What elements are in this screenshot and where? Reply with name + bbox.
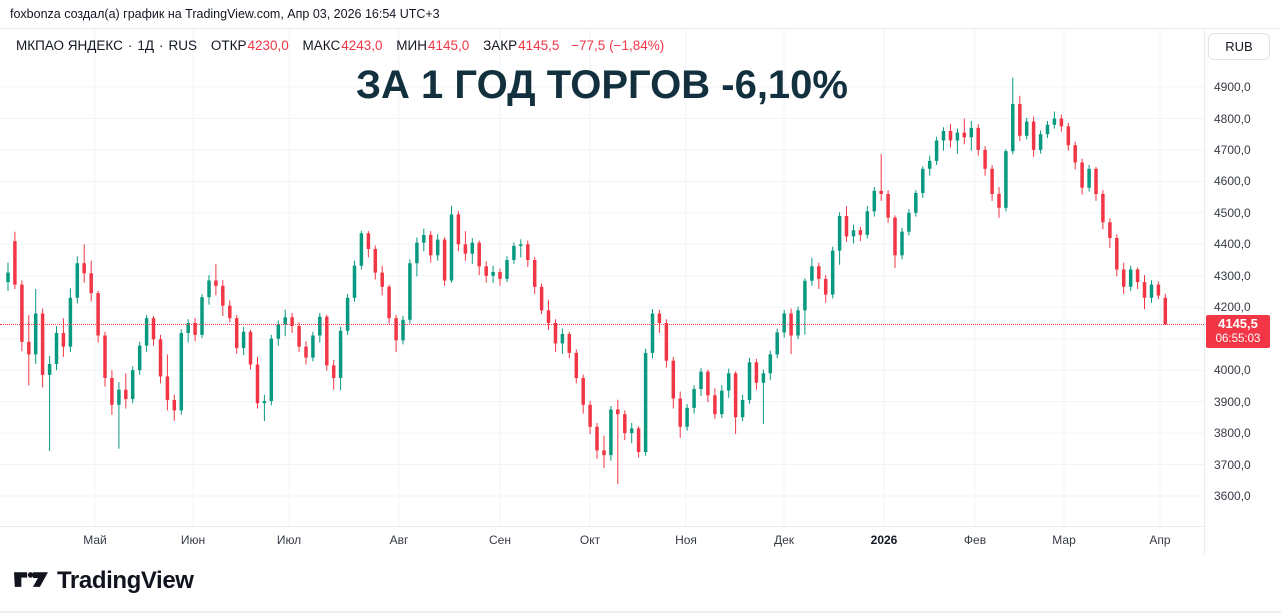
legend-low-value: 4145,0	[428, 38, 470, 53]
time-axis-label: Дек	[773, 533, 795, 547]
price-axis-label: 4600,0	[1214, 174, 1251, 189]
legend-exchange[interactable]: RUS	[168, 38, 198, 53]
bar-countdown: 06:55:03	[1215, 333, 1261, 346]
tradingview-logo[interactable]: TradingView	[14, 567, 194, 595]
candles-layer	[6, 77, 1168, 484]
time-axis-label: Сен	[489, 533, 511, 547]
legend-symbol[interactable]: МКПАО ЯНДЕКС	[16, 38, 123, 53]
legend-high-value: 4243,0	[341, 38, 383, 53]
legend-interval[interactable]: 1Д	[137, 38, 155, 53]
time-axis-label: Июл	[276, 533, 302, 547]
time-axis[interactable]: Май Июн Июл Авг Сен Окт Ноя Дек 2026 Фев Мар Апр	[0, 526, 1204, 554]
time-axis-label: Фев	[963, 533, 987, 547]
price-axis[interactable]: RUB 4145,5 06:55:03 4900,0 4800,0 4700,0 46…	[1204, 29, 1281, 554]
time-axis-label: 2026	[870, 533, 898, 547]
price-axis-label: 3800,0	[1214, 426, 1251, 441]
price-axis-label: 4300,0	[1214, 268, 1251, 283]
last-price-value: 4145,5	[1218, 316, 1258, 332]
legend-close-value: 4145,5	[518, 38, 560, 53]
footer: TradingView	[0, 556, 1281, 611]
chart-widget: МКПАО ЯНДЕКС · 1Д · RUS ОТКР4230,0 МАКС4243,…	[0, 28, 1281, 554]
price-axis-label: 3600,0	[1214, 489, 1251, 503]
time-axis-label: Май	[83, 533, 107, 547]
legend-close-label: ЗАКР	[483, 38, 518, 53]
grid-layer	[0, 29, 1204, 526]
price-axis-label: 4200,0	[1214, 300, 1251, 315]
price-axis-label: 4400,0	[1214, 237, 1251, 252]
price-axis-label: 4700,0	[1214, 142, 1251, 157]
tradingview-logo-text: TradingView	[57, 567, 194, 594]
legend-open-value: 4230,0	[247, 38, 289, 53]
legend-low-label: МИН	[396, 38, 427, 53]
price-axis-label: 4000,0	[1214, 363, 1251, 378]
time-axis-label: Апр	[1149, 533, 1171, 547]
time-axis-label: Июн	[180, 533, 206, 547]
time-axis-label: Ноя	[675, 533, 697, 547]
time-axis-label: Авг	[389, 533, 409, 547]
attribution-bar: foxbonza создал(а) график на TradingView…	[0, 0, 1281, 28]
candlestick-plot[interactable]	[0, 29, 1204, 526]
price-axis-label: 3900,0	[1214, 394, 1251, 409]
legend-separator: ·	[127, 38, 133, 53]
tradingview-logo-icon	[14, 571, 48, 587]
currency-button[interactable]: RUB	[1208, 33, 1270, 60]
legend-high-label: МАКС	[302, 38, 341, 53]
price-axis-label: 3700,0	[1214, 457, 1251, 472]
price-axis-label: 4800,0	[1214, 111, 1251, 126]
price-axis-label: 4900,0	[1214, 80, 1251, 94]
legend[interactable]: МКПАО ЯНДЕКС · 1Д · RUS ОТКР4230,0 МАКС4243,…	[16, 38, 664, 53]
last-price-tag: 4145,5 06:55:03	[1206, 315, 1270, 349]
time-axis-label: Мар	[1052, 533, 1076, 547]
price-axis-label: 4500,0	[1214, 205, 1251, 220]
attribution-text: foxbonza создал(а) график на TradingView…	[10, 7, 440, 21]
legend-separator: ·	[159, 38, 164, 53]
last-price-line	[0, 324, 1204, 326]
legend-open-label: ОТКР	[210, 38, 247, 53]
time-axis-label: Окт	[579, 533, 601, 547]
legend-change: −77,5 (−1,84%)	[571, 38, 665, 53]
